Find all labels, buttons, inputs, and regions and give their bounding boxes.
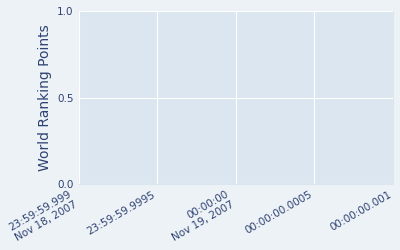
Y-axis label: World Ranking Points: World Ranking Points	[38, 24, 52, 171]
